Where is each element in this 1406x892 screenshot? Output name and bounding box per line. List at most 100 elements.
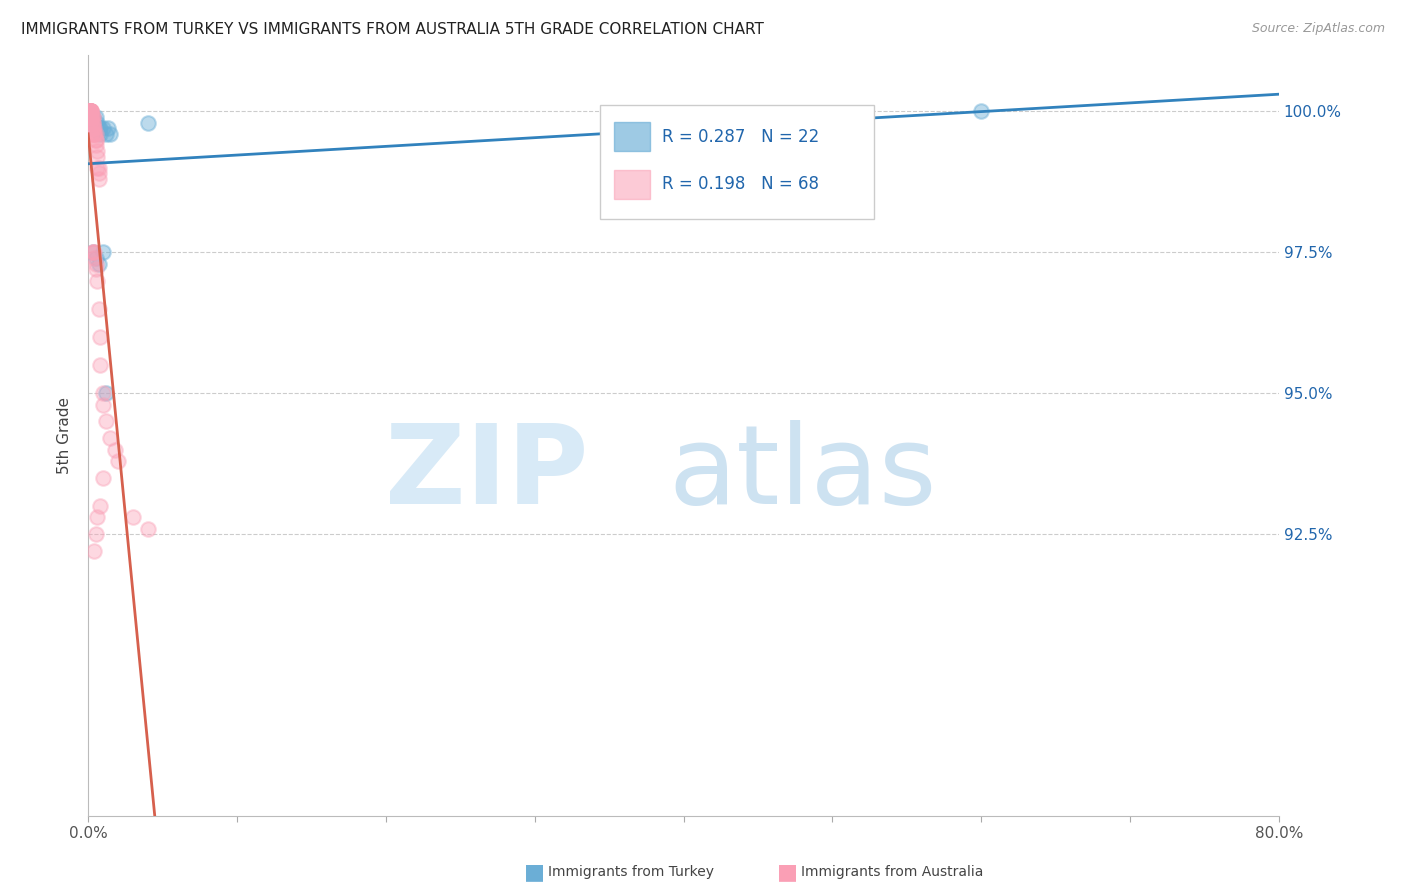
Point <box>136 116 159 130</box>
Text: R = 0.198   N = 68: R = 0.198 N = 68 <box>662 176 820 194</box>
Point <box>84 110 107 124</box>
Point <box>84 527 107 541</box>
Point <box>79 104 101 119</box>
Y-axis label: 5th Grade: 5th Grade <box>58 397 72 474</box>
Point <box>86 274 108 288</box>
Point <box>83 127 105 141</box>
Point <box>82 110 104 124</box>
Point <box>89 499 111 513</box>
Point <box>121 510 143 524</box>
FancyBboxPatch shape <box>600 104 875 219</box>
Bar <box>614 122 650 151</box>
Point <box>79 104 101 119</box>
Point <box>82 110 104 124</box>
Point <box>86 116 108 130</box>
Point <box>87 161 110 175</box>
Text: Immigrants from Turkey: Immigrants from Turkey <box>548 865 714 880</box>
Point <box>79 104 101 119</box>
Text: Source: ZipAtlas.com: Source: ZipAtlas.com <box>1251 22 1385 36</box>
Point <box>87 121 110 136</box>
Point <box>87 166 110 180</box>
Point <box>104 442 127 457</box>
Point <box>86 161 108 175</box>
Point <box>80 110 103 124</box>
Point <box>89 127 111 141</box>
Point <box>80 110 103 124</box>
Point <box>79 110 101 124</box>
Point <box>79 104 101 119</box>
Point <box>87 301 110 316</box>
Point <box>82 245 104 260</box>
Point <box>82 245 104 260</box>
Point <box>82 116 104 130</box>
Point <box>80 110 103 124</box>
Point <box>82 110 104 124</box>
Point <box>79 104 101 119</box>
Point <box>83 251 105 265</box>
Point <box>91 398 114 412</box>
Text: ■: ■ <box>524 863 544 882</box>
Point <box>80 116 103 130</box>
Point <box>80 127 103 141</box>
Text: R = 0.287   N = 22: R = 0.287 N = 22 <box>662 128 820 145</box>
Point <box>84 127 107 141</box>
Point <box>91 245 114 260</box>
Point <box>84 133 107 147</box>
Text: ZIP: ZIP <box>385 420 588 527</box>
Point <box>87 172 110 186</box>
Point <box>94 127 117 141</box>
Point <box>83 127 105 141</box>
Point <box>91 386 114 401</box>
Point <box>84 138 107 153</box>
Point <box>82 116 104 130</box>
Point <box>970 104 993 119</box>
Point <box>83 121 105 136</box>
Point <box>107 454 129 468</box>
Point <box>80 121 103 136</box>
Point <box>84 133 107 147</box>
Point <box>100 127 122 141</box>
Text: IMMIGRANTS FROM TURKEY VS IMMIGRANTS FROM AUSTRALIA 5TH GRADE CORRELATION CHART: IMMIGRANTS FROM TURKEY VS IMMIGRANTS FRO… <box>21 22 763 37</box>
Text: atlas: atlas <box>668 420 936 527</box>
Point <box>82 121 104 136</box>
Point <box>80 104 103 119</box>
Point <box>94 386 117 401</box>
Point <box>91 471 114 485</box>
Point <box>79 104 101 119</box>
Point <box>79 104 101 119</box>
Point <box>86 121 108 136</box>
Point <box>94 414 117 428</box>
Point <box>80 104 103 119</box>
Point <box>79 104 101 119</box>
Point <box>84 251 107 265</box>
Point <box>86 144 108 158</box>
Point <box>84 257 107 271</box>
Point <box>82 245 104 260</box>
Point <box>83 245 105 260</box>
Point <box>83 544 105 558</box>
Point <box>79 104 101 119</box>
Point <box>91 121 114 136</box>
Point <box>86 150 108 164</box>
Text: ■: ■ <box>778 863 797 882</box>
Bar <box>614 170 650 199</box>
Point <box>89 358 111 372</box>
Point <box>80 104 103 119</box>
Point <box>79 104 101 119</box>
Point <box>82 121 104 136</box>
Point <box>79 116 101 130</box>
Point <box>89 121 111 136</box>
Point <box>86 510 108 524</box>
Point <box>82 116 104 130</box>
Point <box>84 262 107 277</box>
Point <box>79 104 101 119</box>
Point <box>136 521 159 535</box>
Point <box>80 110 103 124</box>
Text: Immigrants from Australia: Immigrants from Australia <box>801 865 984 880</box>
Point <box>87 257 110 271</box>
Point <box>89 330 111 344</box>
Point <box>83 127 105 141</box>
Point <box>96 121 118 136</box>
Point <box>79 104 101 119</box>
Point <box>83 121 105 136</box>
